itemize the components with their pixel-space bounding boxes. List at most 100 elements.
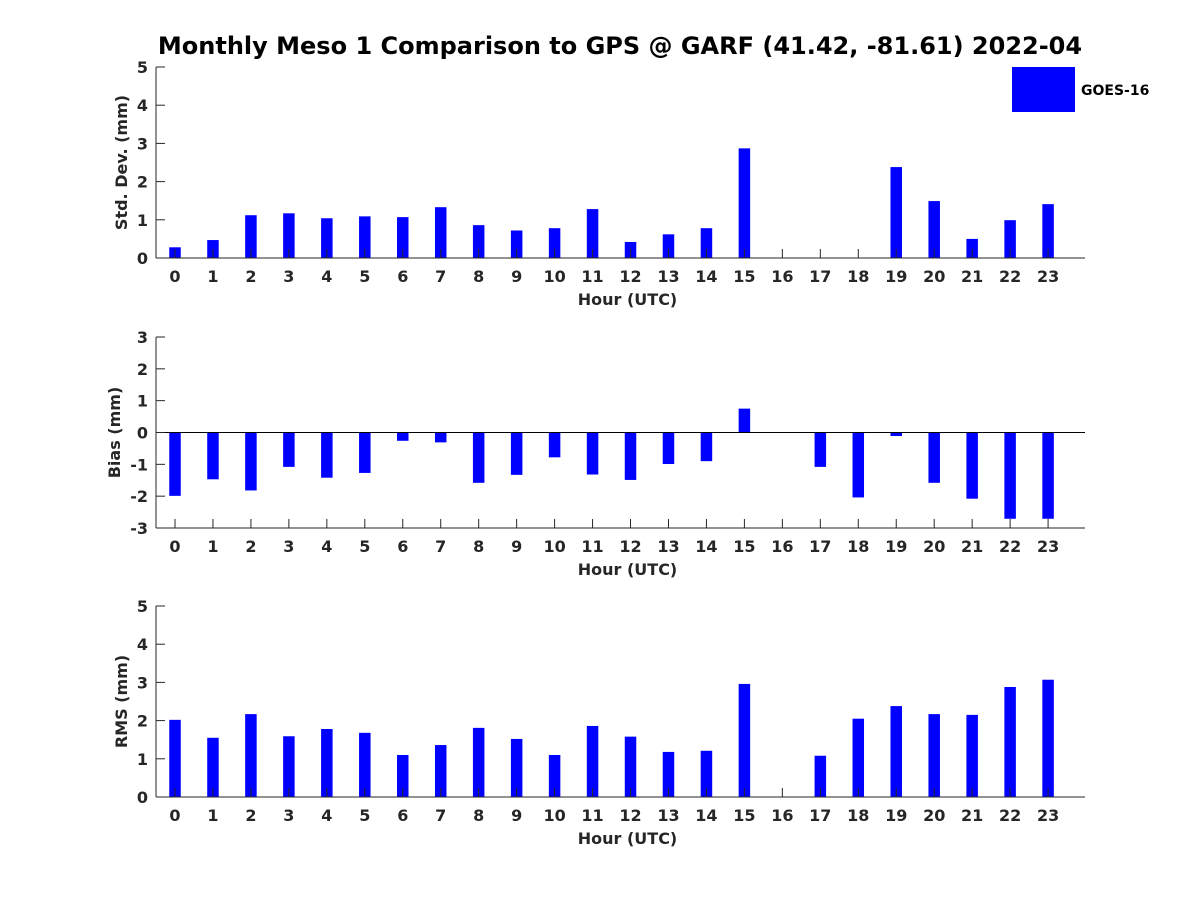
bar: [169, 432, 181, 496]
x-tick-label: 20: [923, 267, 945, 286]
y-tick-label: 1: [137, 750, 148, 769]
x-tick-label: 9: [511, 267, 522, 286]
bar: [738, 683, 751, 797]
y-tick-label: 3: [137, 328, 148, 347]
x-tick-label: 1: [207, 806, 218, 825]
bar: [586, 432, 599, 475]
x-tick-label: 19: [885, 267, 907, 286]
y-tick-label: 2: [137, 360, 148, 379]
y-tick-label: 2: [137, 712, 148, 731]
bar: [700, 228, 713, 258]
y-tick-label: 5: [137, 597, 148, 616]
y-tick-label: 4: [137, 635, 148, 654]
y-tick-label: -3: [130, 519, 148, 538]
x-tick-label: 18: [847, 537, 869, 556]
bar: [472, 727, 485, 797]
x-tick-label: 3: [283, 806, 294, 825]
y-tick-label: 3: [137, 673, 148, 692]
bar: [928, 714, 940, 797]
x-tick-label: 19: [885, 537, 907, 556]
x-tick-label: 7: [435, 267, 446, 286]
bar: [283, 736, 295, 797]
x-tick-label: 0: [169, 537, 180, 556]
bar: [472, 432, 485, 483]
y-tick-label: 1: [137, 392, 148, 411]
bar: [966, 432, 978, 499]
bar: [245, 714, 257, 797]
bar: [510, 432, 523, 475]
bar: [890, 432, 902, 436]
bar: [1042, 204, 1054, 258]
y-tick-label: 5: [137, 58, 148, 77]
y-tick-label: -2: [130, 487, 148, 506]
x-tick-label: 23: [1037, 806, 1059, 825]
x-tick-label: 17: [809, 806, 831, 825]
x-tick-label: 0: [169, 267, 180, 286]
x-tick-label: 7: [435, 806, 446, 825]
x-tick-label: 2: [245, 806, 256, 825]
bar: [700, 750, 713, 797]
x-tick-label: 15: [733, 537, 755, 556]
x-tick-label: 16: [771, 267, 793, 286]
bar: [738, 148, 751, 258]
bar: [321, 432, 333, 478]
bar: [1042, 432, 1054, 519]
x-tick-label: 22: [999, 806, 1021, 825]
x-tick-label: 15: [733, 267, 755, 286]
x-tick-label: 4: [321, 806, 332, 825]
x-tick-label: 13: [657, 806, 679, 825]
x-axis-label: Hour (UTC): [578, 290, 678, 309]
chart-title: Monthly Meso 1 Comparison to GPS @ GARF …: [158, 32, 1082, 60]
x-tick-label: 22: [999, 537, 1021, 556]
x-tick-label: 11: [581, 537, 603, 556]
bar: [434, 207, 447, 258]
x-tick-label: 11: [581, 806, 603, 825]
bar: [548, 754, 561, 797]
bar: [966, 714, 978, 797]
bar: [321, 729, 333, 797]
x-tick-label: 1: [207, 267, 218, 286]
bar: [283, 432, 295, 467]
x-tick-label: 14: [695, 267, 717, 286]
x-tick-label: 7: [435, 537, 446, 556]
x-tick-label: 21: [961, 806, 983, 825]
bar: [397, 217, 409, 258]
bar: [814, 432, 827, 467]
x-axis-label: Hour (UTC): [578, 829, 678, 848]
y-tick-label: 1: [137, 211, 148, 230]
bar: [1042, 679, 1054, 797]
bar: [966, 238, 978, 258]
bar: [1004, 686, 1016, 797]
bar: [928, 201, 940, 258]
x-tick-label: 14: [695, 806, 717, 825]
y-axis-label: Std. Dev. (mm): [112, 95, 131, 230]
x-tick-label: 2: [245, 537, 256, 556]
x-tick-label: 20: [923, 537, 945, 556]
x-tick-label: 16: [771, 537, 793, 556]
y-tick-label: 0: [137, 788, 148, 807]
bar: [434, 432, 447, 443]
x-tick-label: 18: [847, 806, 869, 825]
legend-label: GOES-16: [1081, 83, 1149, 99]
x-tick-label: 3: [283, 267, 294, 286]
bar: [928, 432, 940, 483]
bar: [434, 745, 447, 797]
bar: [700, 432, 713, 462]
x-tick-label: 19: [885, 806, 907, 825]
bar: [397, 432, 409, 441]
x-tick-label: 9: [511, 806, 522, 825]
bar: [1004, 220, 1016, 258]
x-tick-label: 6: [397, 806, 408, 825]
bar: [852, 718, 865, 797]
x-tick-label: 13: [657, 537, 679, 556]
x-tick-label: 4: [321, 267, 332, 286]
x-tick-label: 4: [321, 537, 332, 556]
y-axis-label: Bias (mm): [105, 387, 124, 479]
bar: [510, 738, 523, 797]
bar: [1004, 432, 1016, 519]
x-tick-label: 3: [283, 537, 294, 556]
x-tick-label: 11: [581, 267, 603, 286]
